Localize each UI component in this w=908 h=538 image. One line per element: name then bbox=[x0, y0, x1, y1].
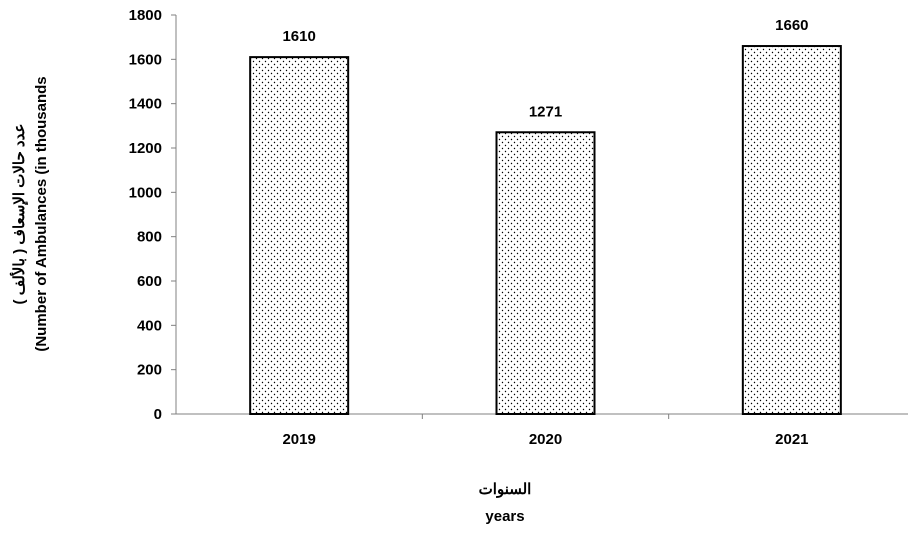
bar-2021 bbox=[741, 45, 842, 416]
x-category-label-2020: 2020 bbox=[529, 431, 562, 448]
bar-2020 bbox=[495, 131, 596, 416]
y-tick-label: 1200 bbox=[129, 140, 162, 157]
data-labels-group: 1610 1271 1660 bbox=[282, 17, 808, 120]
y-tick-label: 600 bbox=[137, 273, 162, 290]
y-axis-ticks: 0 200 400 600 800 1000 1200 1400 1600 1800 bbox=[129, 7, 176, 423]
y-tick-label: 1800 bbox=[129, 7, 162, 24]
y-tick-label: 1000 bbox=[129, 184, 162, 201]
x-category-label-2019: 2019 bbox=[282, 431, 315, 448]
data-label-2019: 1610 bbox=[282, 28, 315, 45]
category-labels-group: 2019 2020 2021 bbox=[282, 431, 808, 448]
y-tick-label: 800 bbox=[137, 229, 162, 246]
y-axis-title-english: (Number of Ambulances (in thousands bbox=[33, 76, 50, 351]
y-tick-label: 1400 bbox=[129, 96, 162, 113]
y-tick-label: 1600 bbox=[129, 51, 162, 68]
x-axis-title-arabic: السنوات bbox=[479, 481, 532, 498]
data-label-2020: 1271 bbox=[529, 103, 562, 120]
y-tick-label: 400 bbox=[137, 317, 162, 334]
y-tick-label: 0 bbox=[154, 406, 162, 423]
bars-group bbox=[249, 45, 842, 416]
x-axis-ticks bbox=[421, 414, 670, 419]
data-label-2021: 1660 bbox=[775, 17, 808, 34]
y-tick-label: 200 bbox=[137, 362, 162, 379]
y-axis-title-arabic: عدد حالات الإسعاف ( بالألف ) bbox=[9, 124, 28, 305]
bar-2019 bbox=[249, 56, 350, 415]
x-axis-title-english: years bbox=[485, 508, 524, 525]
x-category-label-2021: 2021 bbox=[775, 431, 808, 448]
